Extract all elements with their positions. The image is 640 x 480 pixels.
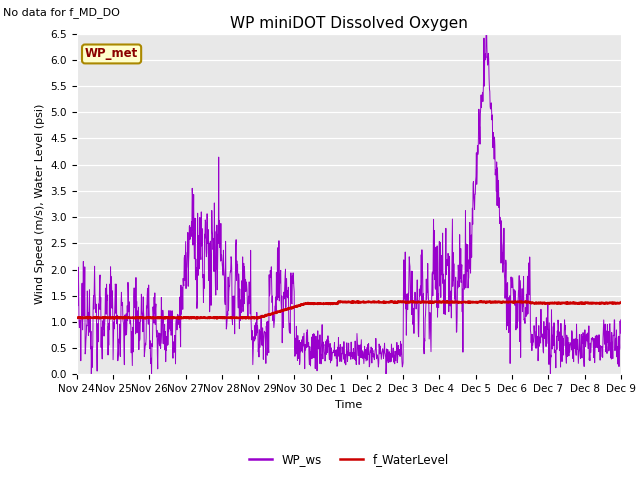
X-axis label: Time: Time: [335, 400, 362, 409]
Y-axis label: Wind Speed (m/s), Water Level (psi): Wind Speed (m/s), Water Level (psi): [35, 104, 45, 304]
Legend: WP_ws, f_WaterLevel: WP_ws, f_WaterLevel: [244, 448, 454, 471]
Text: No data for f_MD_DO: No data for f_MD_DO: [3, 7, 120, 18]
Text: WP_met: WP_met: [85, 48, 138, 60]
Title: WP miniDOT Dissolved Oxygen: WP miniDOT Dissolved Oxygen: [230, 16, 468, 31]
